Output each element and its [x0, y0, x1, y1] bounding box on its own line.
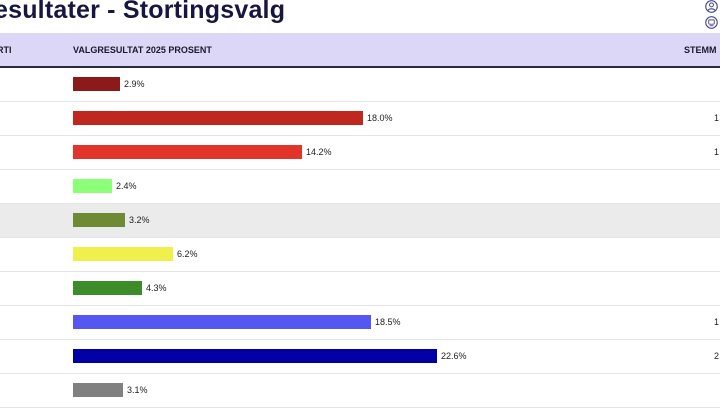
table-row[interactable]: 4.3%: [0, 272, 720, 306]
result-bar: [73, 281, 142, 295]
result-bar: [73, 247, 173, 261]
result-bar: [73, 145, 302, 159]
table-header: RTI VALGRESULTAT 2025 PROSENT STEMM: [0, 33, 720, 68]
votes-value: 1: [714, 147, 720, 157]
percent-label: 3.2%: [129, 215, 150, 225]
results-table: RTI VALGRESULTAT 2025 PROSENT STEMM DT2.…: [0, 33, 720, 408]
votes-value: 1: [714, 317, 720, 327]
result-bar: [73, 315, 371, 329]
table-row[interactable]: F6.2%: [0, 238, 720, 272]
table-row[interactable]: 14.2% 1: [0, 136, 720, 170]
header-party[interactable]: RTI: [0, 45, 12, 55]
table-row[interactable]: 2.4%: [0, 170, 720, 204]
contrast-icon[interactable]: [705, 16, 718, 29]
result-bar: [73, 213, 125, 227]
percent-label: 14.2%: [306, 147, 332, 157]
table-row[interactable]: 3.1%: [0, 374, 720, 408]
toolbar-icons: [705, 0, 719, 32]
result-bar: [73, 179, 112, 193]
percent-label: 3.1%: [127, 385, 148, 395]
result-bar: [73, 383, 123, 397]
page-title: esultater - Stortingsvalg: [0, 0, 286, 24]
table-row[interactable]: G3.2%: [0, 204, 720, 238]
votes-value: 2: [714, 351, 720, 361]
result-bar: [73, 111, 363, 125]
result-bar: [73, 77, 120, 91]
user-icon[interactable]: [705, 0, 718, 13]
table-row[interactable]: P22.6%2: [0, 340, 720, 374]
table-row[interactable]: DT2.9%: [0, 68, 720, 102]
percent-label: 2.4%: [116, 181, 137, 191]
percent-label: 2.9%: [124, 79, 145, 89]
votes-value: 1: [714, 113, 720, 123]
table-body: DT2.9% 18.0% 1 14.2% 1 2.4% G3.2%F6.2% 4.3% 18.5…: [0, 68, 720, 408]
percent-label: 4.3%: [146, 283, 167, 293]
percent-label: 18.5%: [375, 317, 401, 327]
header-result[interactable]: VALGRESULTAT 2025 PROSENT: [73, 45, 212, 55]
percent-label: 18.0%: [367, 113, 393, 123]
result-bar: [73, 349, 437, 363]
table-row[interactable]: 18.5% 1: [0, 306, 720, 340]
table-row[interactable]: 18.0% 1: [0, 102, 720, 136]
header-votes[interactable]: STEMM: [684, 45, 717, 55]
percent-label: 6.2%: [177, 249, 198, 259]
percent-label: 22.6%: [441, 351, 467, 361]
